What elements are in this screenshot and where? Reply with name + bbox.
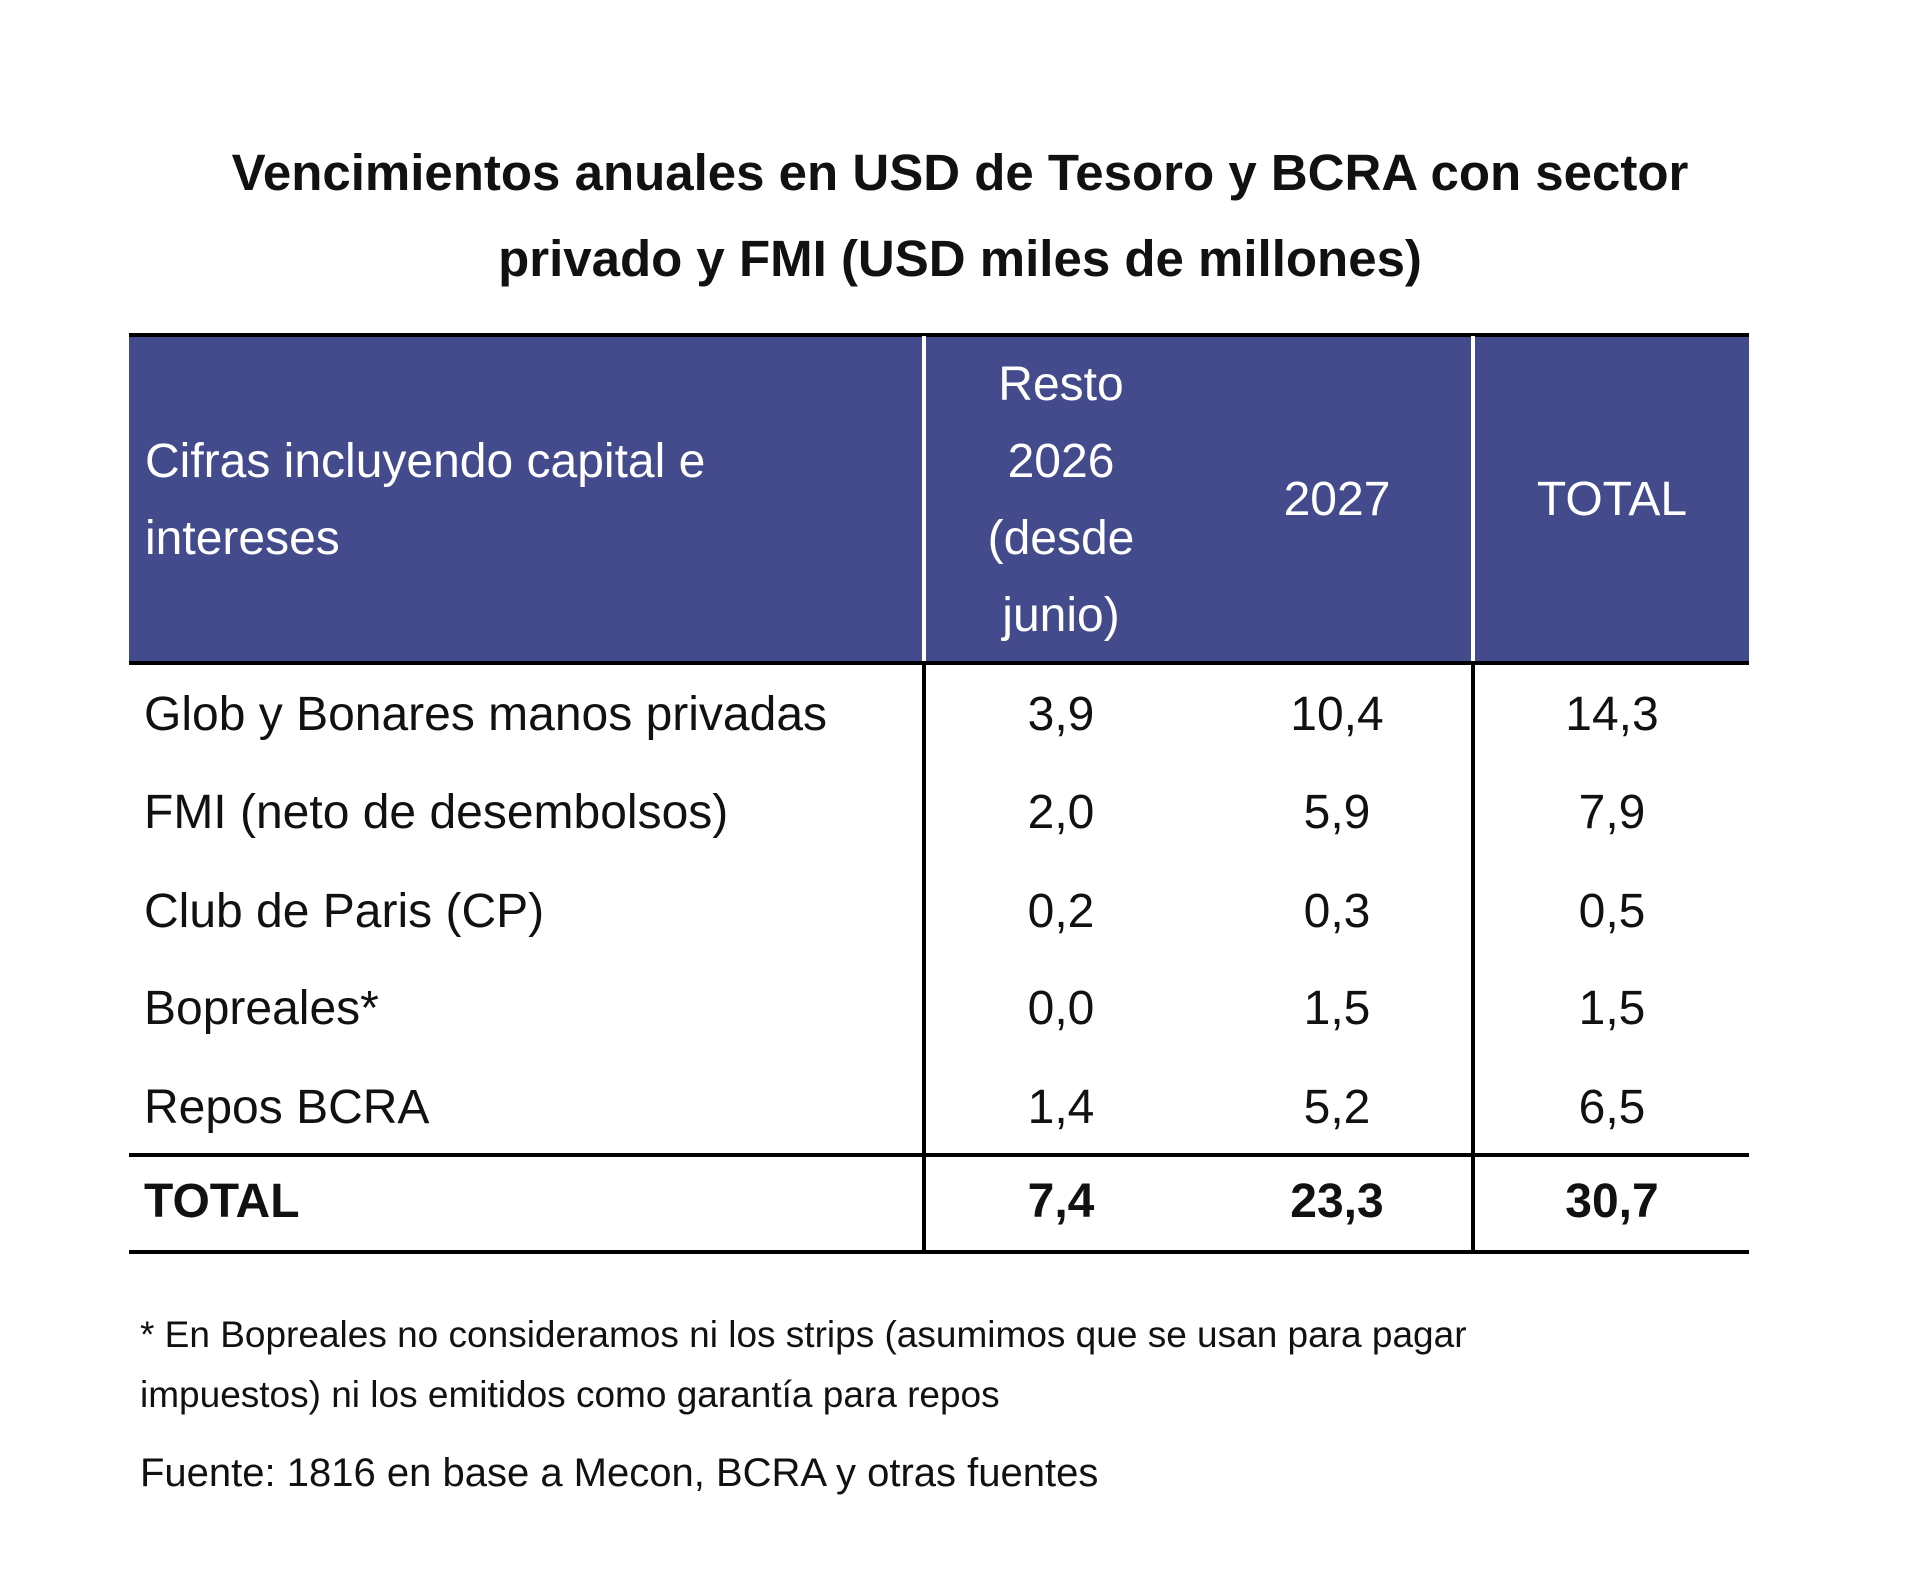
cell-value: 0,0 — [1027, 982, 1095, 1035]
cell-value: 2,0 — [1027, 786, 1095, 839]
cell-value: 5,2 — [1303, 1081, 1371, 1134]
header-cell: Cifras incluyendo capital e intereses — [145, 434, 706, 565]
rule — [129, 1153, 1749, 1157]
divider — [1471, 663, 1475, 1252]
divider — [922, 663, 926, 1252]
rule — [129, 661, 1749, 665]
header-cell: TOTAL — [1536, 473, 1688, 526]
cell-value: 1,4 — [1027, 1081, 1095, 1134]
cell-value: 1,5 — [1578, 982, 1646, 1035]
row-label: Glob y Bonares manos privadas — [144, 688, 828, 741]
row-label: Club de Paris (CP) — [144, 885, 545, 938]
table-header — [129, 336, 1749, 663]
divider — [922, 336, 926, 661]
source: Fuente: 1816 en base a Mecon, BCRA y otr… — [140, 1451, 1099, 1495]
cell-value: 7,9 — [1578, 786, 1646, 839]
footnote: * En Bopreales no consideramos ni los st… — [140, 1314, 1467, 1415]
cell-value: 6,5 — [1578, 1081, 1646, 1134]
cell-value: 1,5 — [1303, 982, 1371, 1035]
total-label: TOTAL — [144, 1175, 300, 1228]
cell-value: 5,9 — [1303, 786, 1371, 839]
divider — [1471, 336, 1475, 661]
cell-value: 0,5 — [1578, 885, 1646, 938]
cell-value: 14,3 — [1565, 688, 1659, 741]
rule — [129, 333, 1749, 337]
row-label: Repos BCRA — [144, 1081, 430, 1134]
cell-value: 0,2 — [1027, 885, 1095, 938]
header-cell: Resto 2026 (desde junio) — [987, 357, 1135, 642]
row-label: Bopreales* — [144, 982, 379, 1035]
cell-value: 3,9 — [1027, 688, 1095, 741]
header-cell: 2027 — [1283, 473, 1391, 526]
total-value: 7,4 — [1027, 1175, 1095, 1228]
row-label: FMI (neto de desembolsos) — [144, 786, 729, 839]
total-value: 23,3 — [1290, 1175, 1384, 1228]
cell-value: 0,3 — [1303, 885, 1371, 938]
rule — [129, 1250, 1749, 1254]
total-value: 30,7 — [1565, 1175, 1659, 1228]
cell-value: 10,4 — [1290, 688, 1384, 741]
title: Vencimientos anuales en USD de Tesoro y … — [231, 144, 1689, 287]
